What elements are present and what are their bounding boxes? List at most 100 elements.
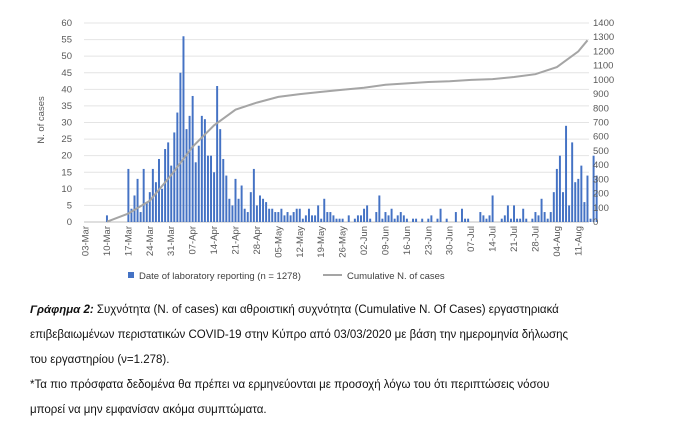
legend: Date of laboratory reporting (n = 1278) … bbox=[128, 271, 445, 282]
bar bbox=[378, 195, 381, 222]
bar bbox=[210, 155, 212, 222]
bar bbox=[421, 218, 424, 222]
bar bbox=[225, 175, 228, 222]
bar bbox=[127, 168, 130, 222]
y-left-tick-label: 0 bbox=[67, 217, 72, 228]
left-y-axis: 0 5 10 15 20 25 30 35 40 45 50 55 60 bbox=[61, 18, 72, 228]
x-tick-label: 05-May bbox=[273, 226, 284, 258]
bar bbox=[363, 208, 366, 222]
y-right-tick-label: 0 bbox=[593, 217, 598, 228]
bar bbox=[571, 142, 574, 222]
bar bbox=[412, 218, 414, 222]
bar bbox=[415, 218, 418, 222]
bar bbox=[332, 215, 335, 222]
y-right-tick-label: 900 bbox=[593, 89, 609, 100]
bar bbox=[130, 208, 133, 222]
bar bbox=[170, 165, 173, 222]
x-tick-label: 12-May bbox=[295, 226, 306, 258]
y-right-tick-label: 800 bbox=[593, 103, 609, 114]
bar bbox=[243, 208, 246, 222]
bar bbox=[179, 72, 182, 222]
bar bbox=[574, 182, 577, 222]
bar bbox=[139, 212, 142, 222]
bar bbox=[206, 155, 209, 222]
bar bbox=[353, 218, 356, 222]
bar bbox=[188, 115, 191, 222]
bar bbox=[375, 212, 378, 222]
y-left-tick-label: 35 bbox=[61, 101, 72, 112]
caption-line-1: Γράφημα 2: Συχνότητα (N. of cases) και α… bbox=[30, 304, 559, 316]
bar bbox=[396, 215, 399, 222]
bar bbox=[503, 215, 506, 222]
bar bbox=[307, 208, 310, 222]
bar bbox=[583, 202, 586, 222]
bar bbox=[586, 175, 589, 222]
bar bbox=[592, 155, 595, 222]
bar bbox=[399, 212, 402, 222]
bar bbox=[555, 168, 558, 222]
bar bbox=[185, 129, 188, 222]
x-tick-label: 09-Jun bbox=[381, 226, 392, 255]
y-right-tick-label: 100 bbox=[593, 203, 609, 214]
bar bbox=[323, 198, 326, 222]
y-right-tick-label: 500 bbox=[593, 146, 609, 157]
bar bbox=[249, 192, 252, 222]
x-tick-label: 16-Jun bbox=[402, 226, 413, 255]
bar bbox=[213, 172, 216, 222]
y-right-tick-label: 1400 bbox=[593, 18, 614, 29]
legend-bar-swatch bbox=[128, 272, 134, 278]
bar bbox=[369, 218, 372, 222]
bar bbox=[562, 192, 564, 222]
bar bbox=[347, 215, 350, 222]
bar bbox=[516, 218, 519, 222]
bar bbox=[200, 115, 203, 222]
bar bbox=[311, 215, 313, 222]
bar bbox=[304, 215, 307, 222]
bar bbox=[142, 168, 145, 222]
bar bbox=[182, 36, 185, 222]
bar bbox=[338, 218, 341, 222]
bar bbox=[360, 215, 362, 222]
bar bbox=[405, 218, 408, 222]
y-left-tick-label: 25 bbox=[61, 134, 72, 145]
bar bbox=[500, 218, 503, 222]
y-left-tick-label: 45 bbox=[61, 68, 72, 79]
bar bbox=[543, 212, 546, 222]
bar bbox=[167, 142, 170, 222]
y-right-tick-label: 600 bbox=[593, 132, 609, 143]
x-tick-label: 30-Jun bbox=[445, 226, 456, 255]
x-tick-label: 31-Mar bbox=[166, 226, 177, 256]
bar bbox=[262, 198, 265, 222]
x-tick-label: 02-Jun bbox=[359, 226, 370, 255]
y-right-tick-label: 1000 bbox=[593, 75, 614, 86]
y-left-tick-label: 10 bbox=[61, 184, 72, 195]
y-left-tick-label: 60 bbox=[61, 18, 72, 29]
bar bbox=[491, 195, 494, 222]
x-tick-label: 10-Mar bbox=[102, 226, 113, 256]
bar bbox=[289, 215, 292, 222]
bar bbox=[271, 208, 274, 222]
y-left-tick-label: 40 bbox=[61, 84, 72, 95]
figure-caption: Γράφημα 2: Συχνότητα (N. of cases) και α… bbox=[30, 300, 650, 421]
bar bbox=[577, 178, 580, 222]
bar bbox=[381, 218, 384, 222]
bar bbox=[509, 218, 512, 222]
bar bbox=[506, 205, 509, 222]
x-tick-label: 19-May bbox=[316, 226, 327, 258]
y-left-tick-label: 5 bbox=[67, 200, 72, 211]
bar bbox=[234, 178, 237, 222]
bar bbox=[301, 218, 304, 222]
x-tick-label: 21-Apr bbox=[231, 226, 242, 255]
bar bbox=[329, 212, 332, 222]
bar bbox=[540, 198, 543, 222]
bar bbox=[439, 208, 442, 222]
bar bbox=[317, 205, 320, 222]
bar bbox=[298, 208, 301, 222]
bar bbox=[558, 155, 561, 222]
x-tick-label: 03-Mar bbox=[81, 226, 92, 256]
x-tick-label: 17-Mar bbox=[123, 226, 134, 256]
bar bbox=[549, 212, 552, 222]
bar bbox=[161, 188, 164, 222]
bar bbox=[461, 208, 463, 222]
bar bbox=[335, 218, 338, 222]
